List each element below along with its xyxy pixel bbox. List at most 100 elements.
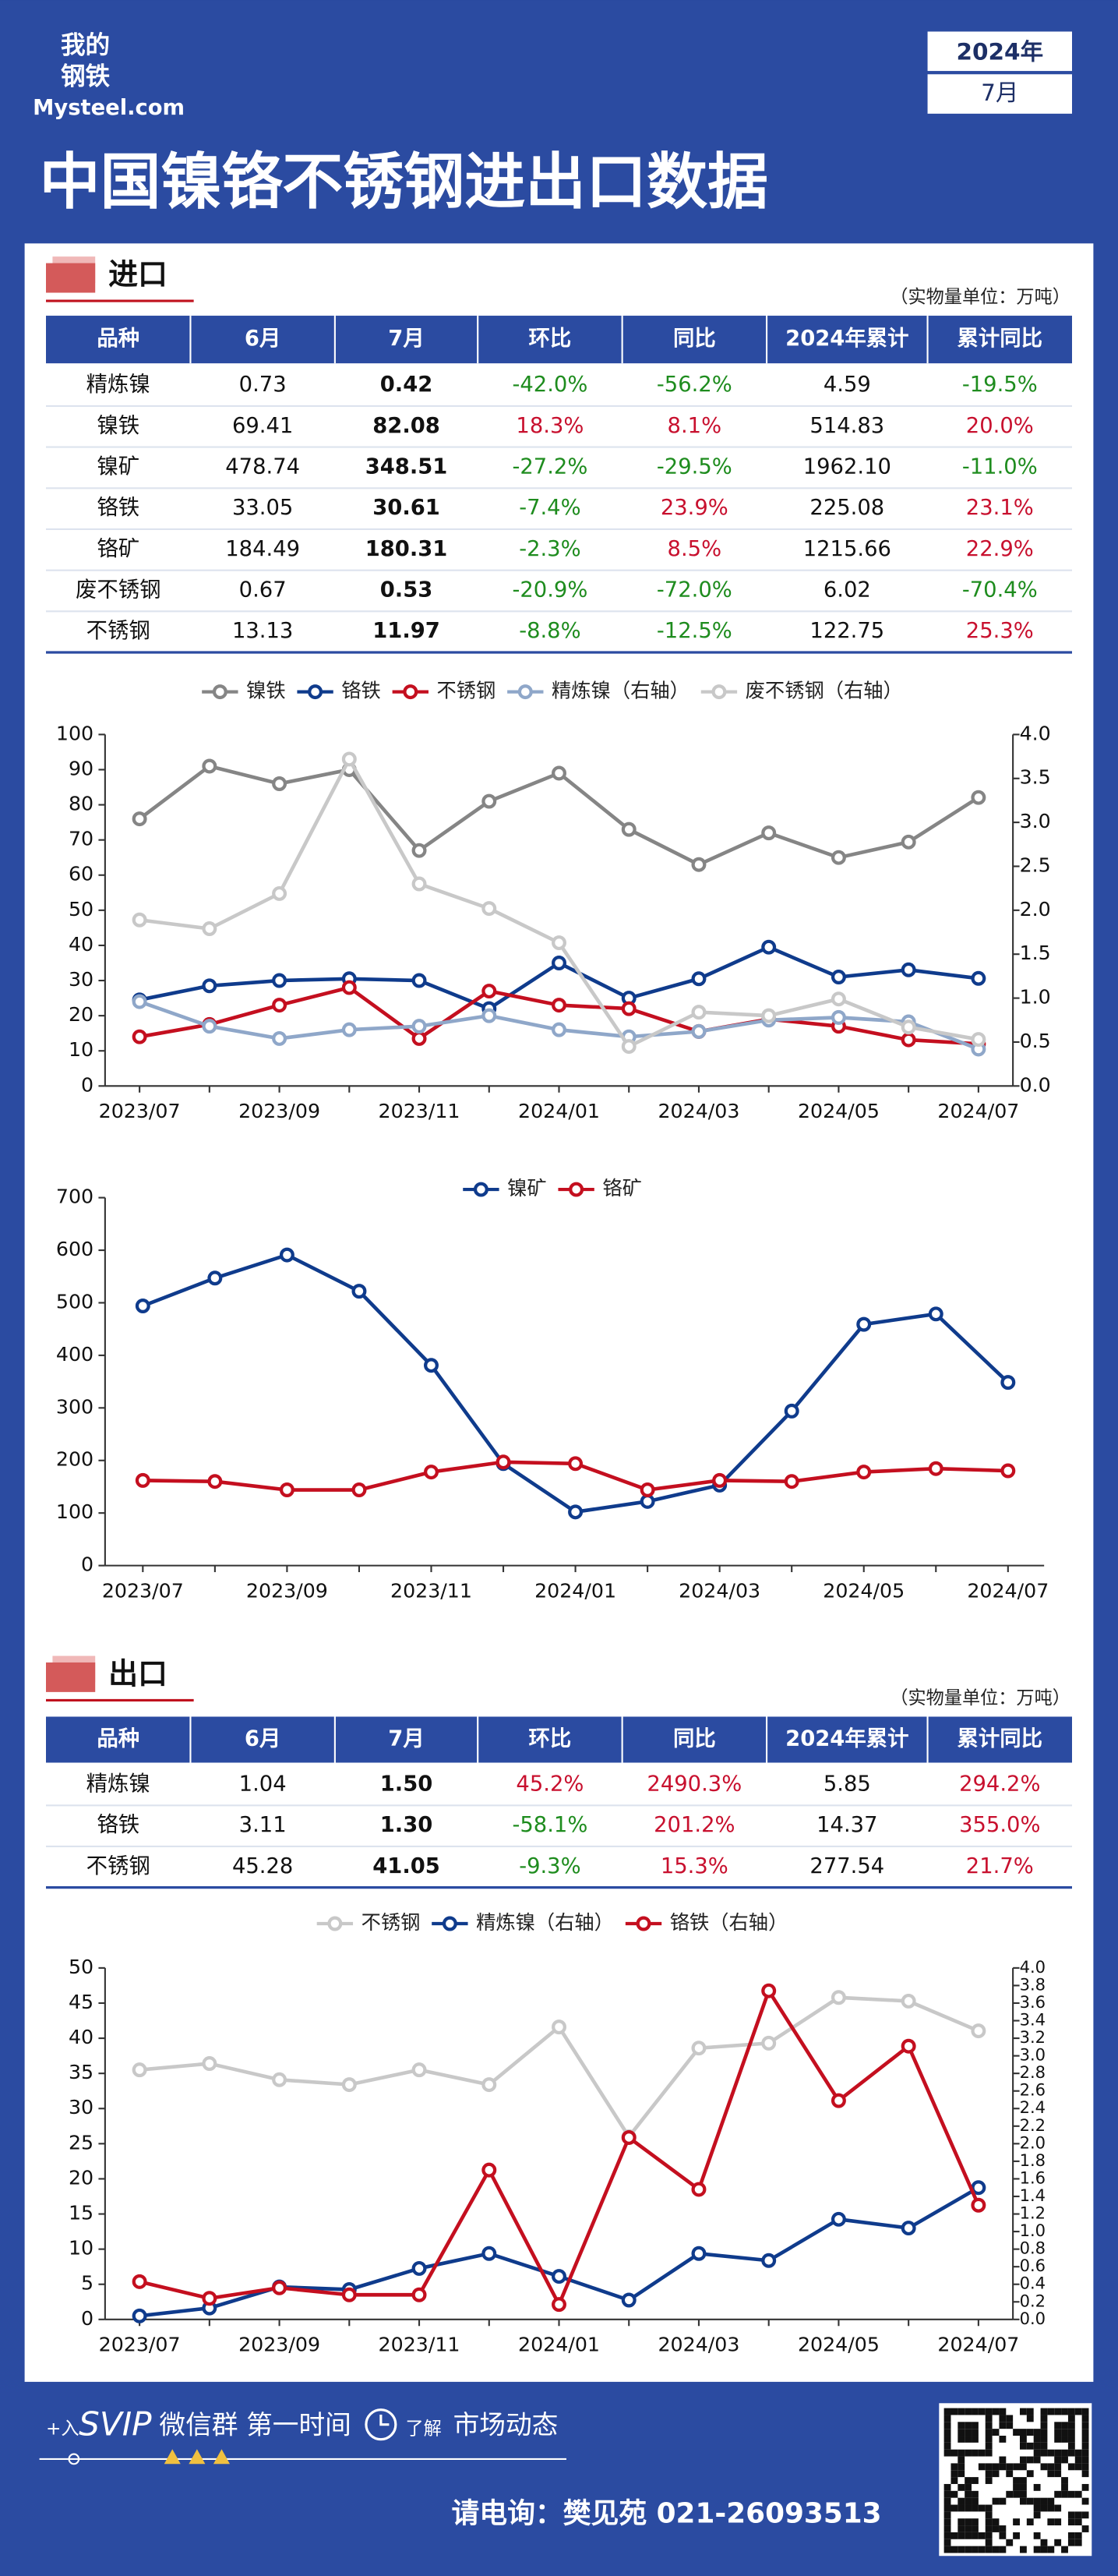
qr-cell: [985, 2449, 993, 2457]
legend-marker: [636, 1916, 651, 1931]
qr-cell: [1054, 2408, 1062, 2415]
qr-cell: [1026, 2408, 1034, 2415]
qr-cell: [1019, 2497, 1027, 2505]
qr-cell: [943, 2442, 951, 2450]
qr-cell: [1019, 2483, 1027, 2491]
qr-cell: [992, 2518, 1000, 2526]
qr-cell: [1019, 2456, 1027, 2464]
qr-cell: [972, 2518, 979, 2526]
section-icon: [46, 1662, 96, 1692]
qr-cell: [1054, 2449, 1062, 2457]
data-point: [640, 1493, 655, 1509]
qr-cell: [1040, 2546, 1048, 2553]
qr-cell: [1026, 2456, 1034, 2464]
qr-cell: [1019, 2490, 1027, 2498]
data-point: [552, 1022, 566, 1037]
qr-cell: [958, 2408, 965, 2415]
qr-cell: [1074, 2456, 1082, 2464]
data-point: [132, 2274, 147, 2289]
y2-tick-label: 2.2: [1020, 2115, 1046, 2135]
table-cell: 6.02: [824, 578, 871, 602]
qr-cell: [1081, 2422, 1089, 2429]
unit-note: （实物量单位：万吨）: [890, 286, 1070, 307]
qr-cell: [1054, 2456, 1062, 2464]
qr-cell: [985, 2442, 993, 2450]
y-tick-label: 45: [69, 1991, 93, 2013]
x-tick-label: 2023/07: [99, 2334, 181, 2356]
month-box: [927, 74, 1072, 114]
column-header: 2024年累计: [785, 326, 908, 351]
x-tick-label: 2024/05: [823, 1579, 905, 1602]
qr-cell: [1081, 2497, 1089, 2505]
table-cell: 14.37: [816, 1813, 877, 1837]
data-point: [411, 1019, 427, 1034]
table-cell: 69.41: [232, 414, 293, 438]
y-tick-label: 0: [81, 1073, 93, 1096]
data-point: [411, 973, 427, 988]
y2-tick-label: 3.6: [1020, 1992, 1046, 2012]
y2-tick-label: 3.8: [1020, 1974, 1046, 1994]
y2-tick-label: 3.0: [1020, 810, 1051, 832]
qr-cell: [958, 2449, 965, 2457]
data-point: [411, 876, 427, 892]
qr-cell: [1013, 2518, 1020, 2526]
data-point: [971, 790, 986, 805]
data-point: [424, 1465, 439, 1480]
data-point: [971, 2023, 986, 2039]
qr-cell: [1074, 2518, 1082, 2526]
y2-tick-label: 2.0: [1020, 2133, 1046, 2152]
legend-marker: [517, 684, 533, 700]
y-tick-label: 0: [81, 1553, 93, 1576]
legend-label: 镍矿: [507, 1177, 547, 1200]
x-tick-label: 2023/11: [390, 1579, 472, 1602]
data-point: [481, 2077, 497, 2093]
table-cell: 0.73: [239, 373, 287, 397]
data-point: [621, 1001, 637, 1016]
y-tick-label: 300: [56, 1395, 93, 1418]
qr-cell: [943, 2511, 951, 2519]
legend-marker: [442, 1916, 457, 1931]
qr-cell: [972, 2422, 979, 2429]
table-cell: 25.3%: [966, 619, 1034, 643]
qr-cell: [985, 2463, 993, 2471]
data-point: [132, 994, 147, 1009]
qr-cell: [1054, 2429, 1062, 2436]
qr-cell: [1047, 2546, 1055, 2553]
table-cell: -42.0%: [512, 373, 587, 397]
qr-cell: [958, 2518, 965, 2526]
data-point: [552, 2297, 566, 2313]
qr-cell: [1061, 2429, 1068, 2436]
table-cell: -72.0%: [657, 578, 732, 602]
table-cell: 精炼镍: [86, 373, 150, 397]
data-point: [135, 1472, 150, 1488]
qr-cell: [1047, 2463, 1055, 2471]
qr-cell: [985, 2546, 993, 2553]
qr-cell: [1067, 2463, 1075, 2471]
data-point: [202, 921, 217, 937]
data-point: [132, 2062, 147, 2078]
qr-cell: [1081, 2449, 1089, 2457]
data-point: [971, 970, 986, 986]
table-cell: 5.85: [824, 1772, 871, 1796]
data-point: [901, 1993, 916, 2009]
qr-cell: [985, 2470, 993, 2478]
data-point: [132, 2308, 147, 2323]
table-cell: 8.1%: [668, 414, 722, 438]
qr-cell: [1033, 2497, 1041, 2505]
qr-cell: [1040, 2408, 1048, 2415]
y-tick-label: 30: [69, 968, 93, 991]
decor: [189, 2449, 206, 2465]
qr-cell: [985, 2422, 993, 2429]
data-point: [272, 1030, 287, 1046]
qr-cell: [950, 2408, 958, 2415]
table-cell: 1.30: [380, 1813, 433, 1837]
table-cell: 277.54: [809, 1854, 884, 1878]
table-cell: 1962.10: [803, 454, 891, 479]
data-point: [341, 2287, 357, 2302]
y-tick-label: 10: [69, 2237, 93, 2260]
qr-cell: [985, 2532, 993, 2539]
qr-cell: [1054, 2436, 1062, 2443]
legend-label: 铬矿: [602, 1177, 642, 1200]
y2-tick-label: 0.8: [1020, 2239, 1046, 2258]
table-cell: 1.04: [239, 1772, 287, 1796]
